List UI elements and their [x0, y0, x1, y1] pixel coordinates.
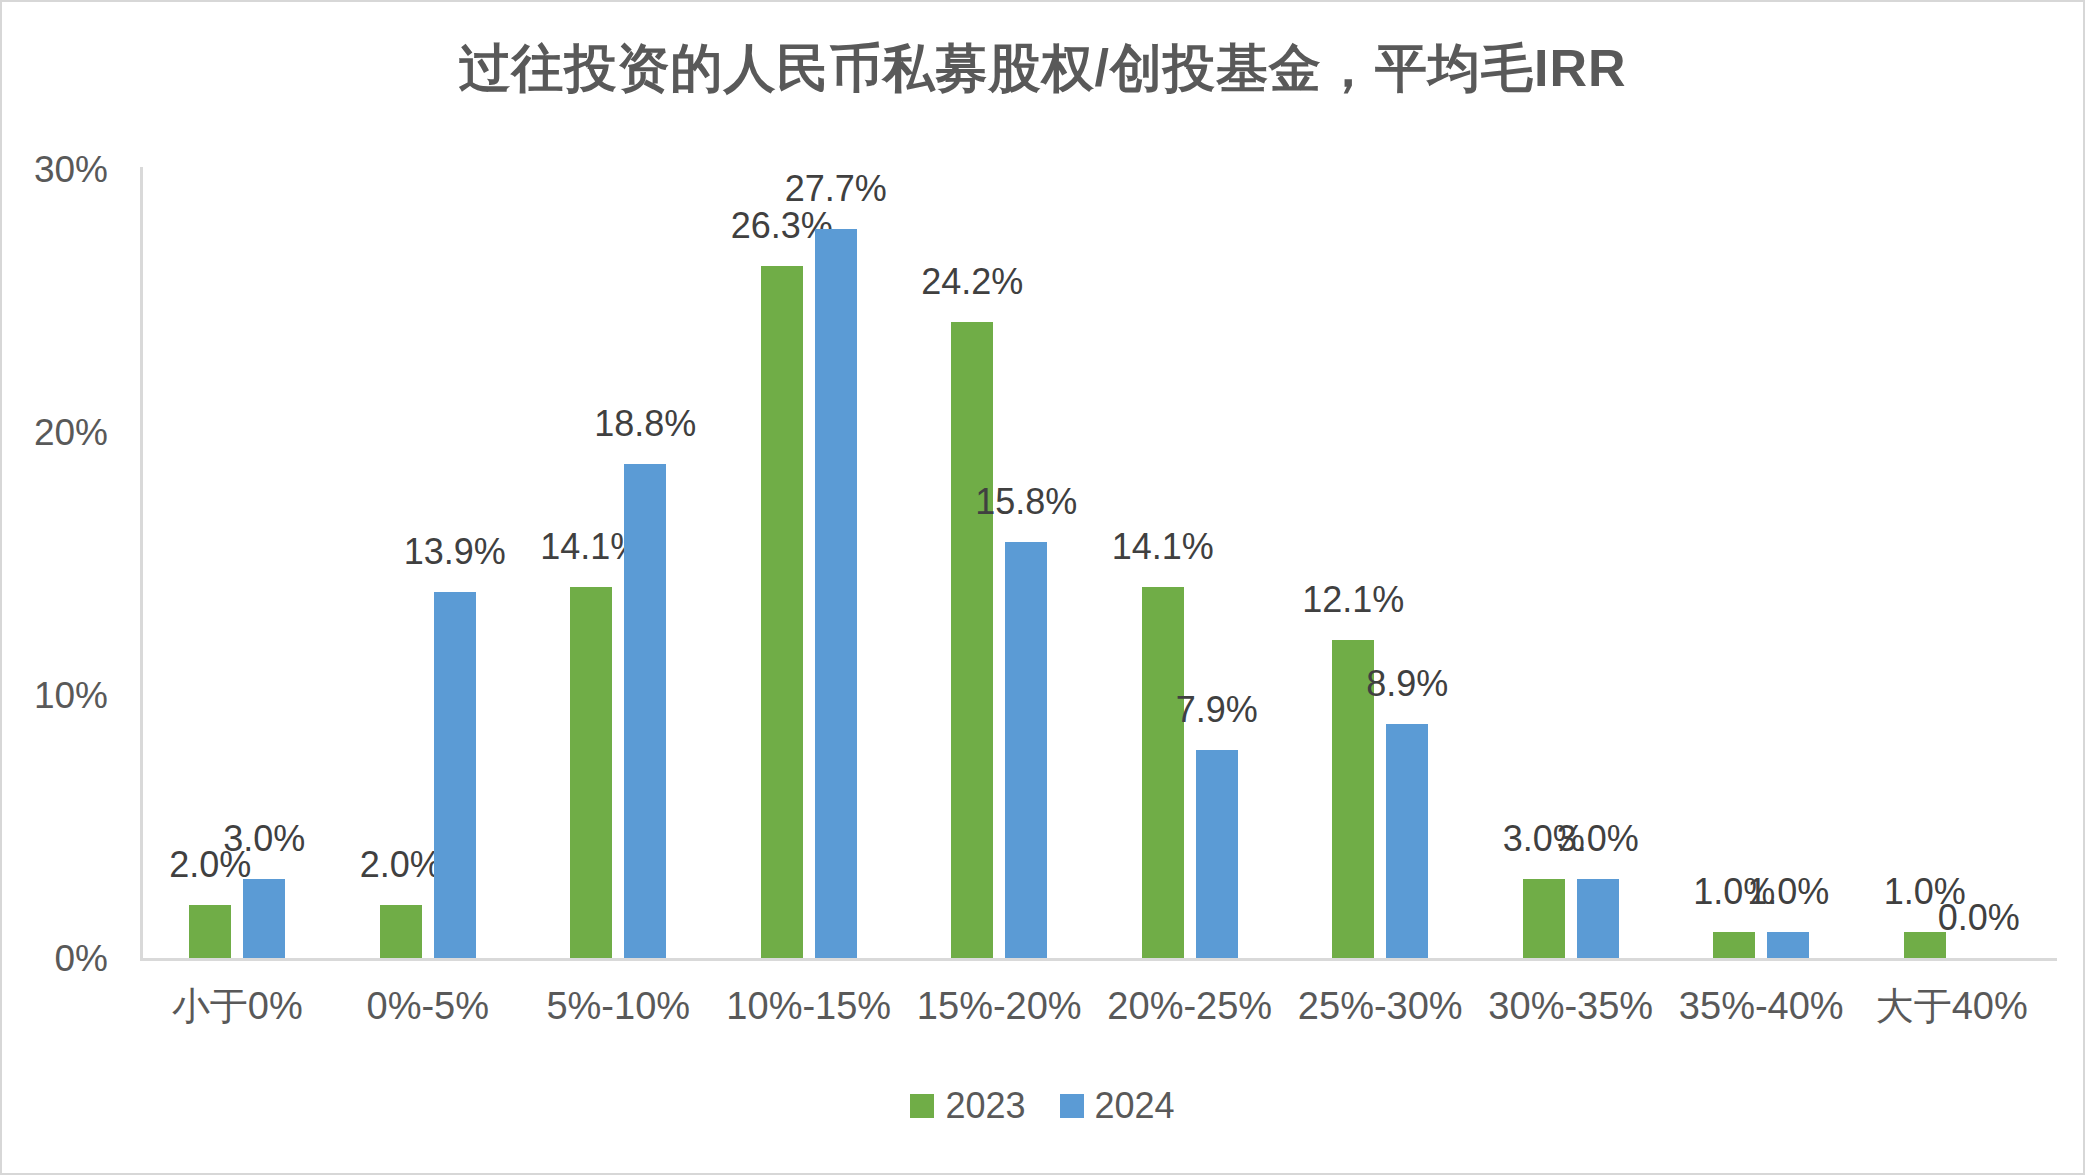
bar-label-2023-6: 12.1%: [1253, 582, 1453, 618]
legend-swatch-2023: [910, 1094, 934, 1118]
y-tick-label-0: 0%: [2, 940, 108, 977]
bar-2024-1: [434, 592, 476, 958]
legend-label-2024: 2024: [1095, 1088, 1175, 1124]
bar-label-2024-7: 3.0%: [1498, 821, 1698, 857]
category-label-9: 大于40%: [1837, 986, 2068, 1026]
bar-2024-2: [624, 464, 666, 958]
bar-2023-5: [1142, 587, 1184, 958]
bar-2023-2: [570, 587, 612, 958]
bar-2023-3: [761, 266, 803, 958]
y-tick-label-10: 10%: [2, 677, 108, 714]
bar-2024-0: [243, 879, 285, 958]
bar-2023-0: [189, 905, 231, 958]
bar-label-2024-3: 27.7%: [736, 171, 936, 207]
bar-label-2024-6: 8.9%: [1307, 666, 1507, 702]
bar-2023-4: [951, 322, 993, 958]
bar-2023-8: [1713, 932, 1755, 958]
y-axis-line: [140, 167, 143, 961]
legend-label-2023: 2023: [945, 1088, 1025, 1124]
chart-canvas: 过往投资的人民币私募股权/创投基金，平均毛IRR 0%10%20%30% 2.0…: [0, 0, 2085, 1175]
bar-label-2023-5: 14.1%: [1063, 529, 1263, 565]
legend-item-2023: 2023: [910, 1088, 1025, 1124]
bar-label-2024-9: 0.0%: [1879, 900, 2079, 936]
legend: 2023 2024: [2, 1088, 2083, 1124]
bar-2024-7: [1577, 879, 1619, 958]
bar-2024-6: [1386, 724, 1428, 958]
bar-2023-1: [380, 905, 422, 958]
bar-label-2023-4: 24.2%: [872, 264, 1072, 300]
bar-2023-7: [1523, 879, 1565, 958]
bar-label-2024-4: 15.8%: [926, 484, 1126, 520]
bar-label-2024-2: 18.8%: [545, 406, 745, 442]
chart-title: 过往投资的人民币私募股权/创投基金，平均毛IRR: [2, 34, 2083, 104]
legend-item-2024: 2024: [1060, 1088, 1175, 1124]
legend-swatch-2024: [1060, 1094, 1084, 1118]
bar-2024-5: [1196, 750, 1238, 958]
bar-2024-3: [815, 229, 857, 958]
y-tick-label-30: 30%: [2, 151, 108, 188]
bar-2024-4: [1005, 542, 1047, 958]
y-tick-label-20: 20%: [2, 414, 108, 451]
bar-label-2024-5: 7.9%: [1117, 692, 1317, 728]
x-axis-line: [140, 958, 2057, 961]
bar-2024-8: [1767, 932, 1809, 958]
